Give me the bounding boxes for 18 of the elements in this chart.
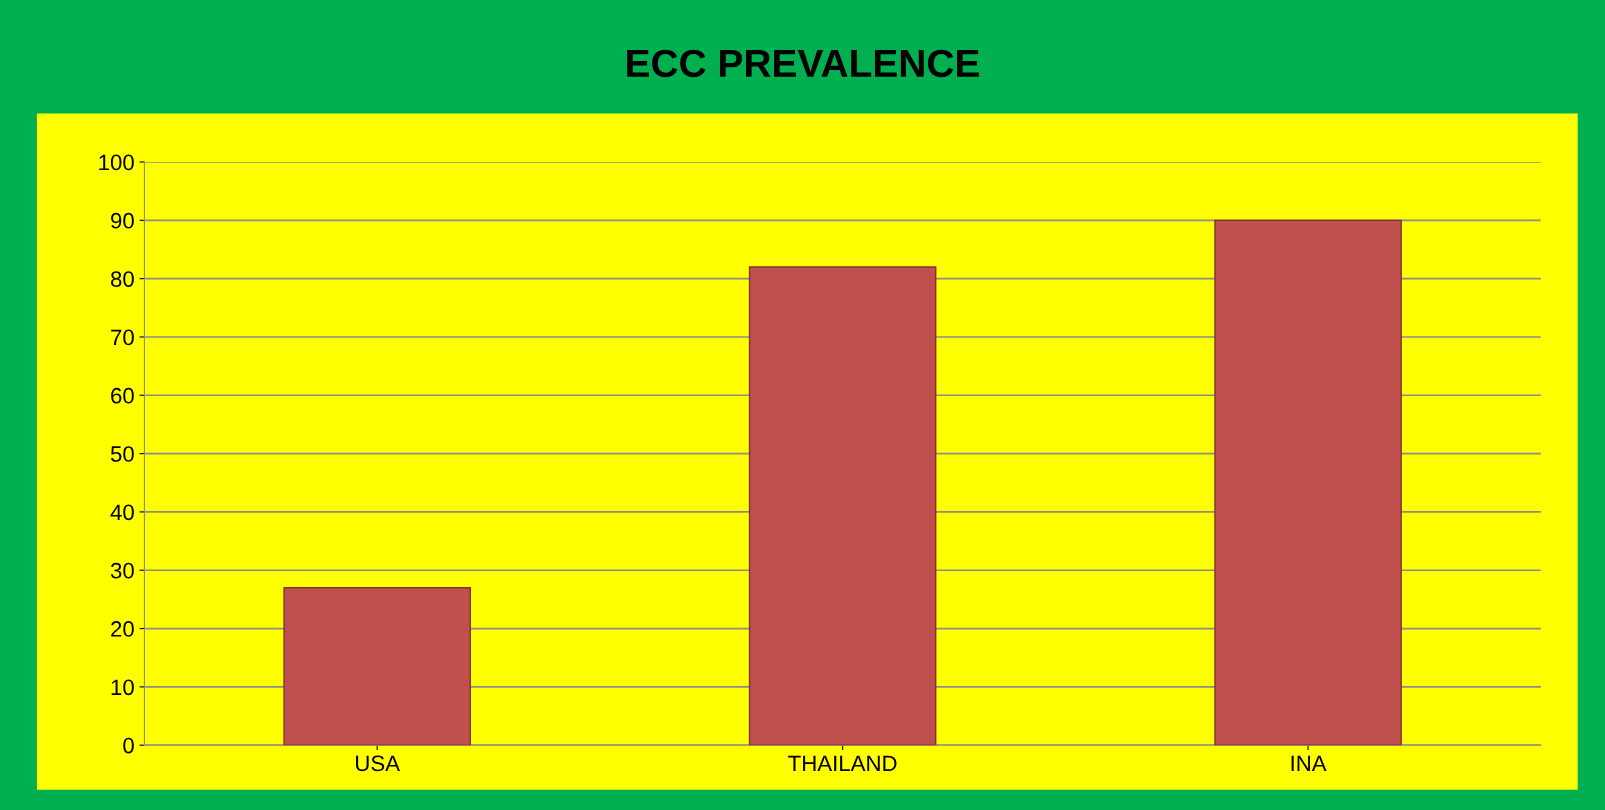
x-tick-label: INA	[1291, 755, 1327, 772]
y-tick-label: 30	[110, 562, 134, 579]
y-tick-label: 100	[99, 154, 134, 171]
y-tick-label: 20	[111, 621, 134, 637]
y-tick-label: 60	[111, 387, 134, 404]
y-tick-label: 40	[110, 504, 134, 521]
y-tick-label: 0	[123, 737, 134, 754]
bar	[748, 266, 937, 746]
y-tick-label: 80	[110, 271, 134, 287]
x-tick-label: THAILAND	[788, 755, 897, 772]
bar	[283, 587, 471, 746]
x-tick-label: USA	[356, 755, 400, 772]
y-tick-label: 50	[110, 446, 134, 462]
bar	[1214, 219, 1402, 746]
y-tick-label: 10	[111, 679, 134, 696]
y-tick-label: 90	[111, 212, 134, 229]
chart-title: ECC PREVALENCE	[627, 49, 979, 78]
y-tick-label: 70	[111, 329, 134, 346]
